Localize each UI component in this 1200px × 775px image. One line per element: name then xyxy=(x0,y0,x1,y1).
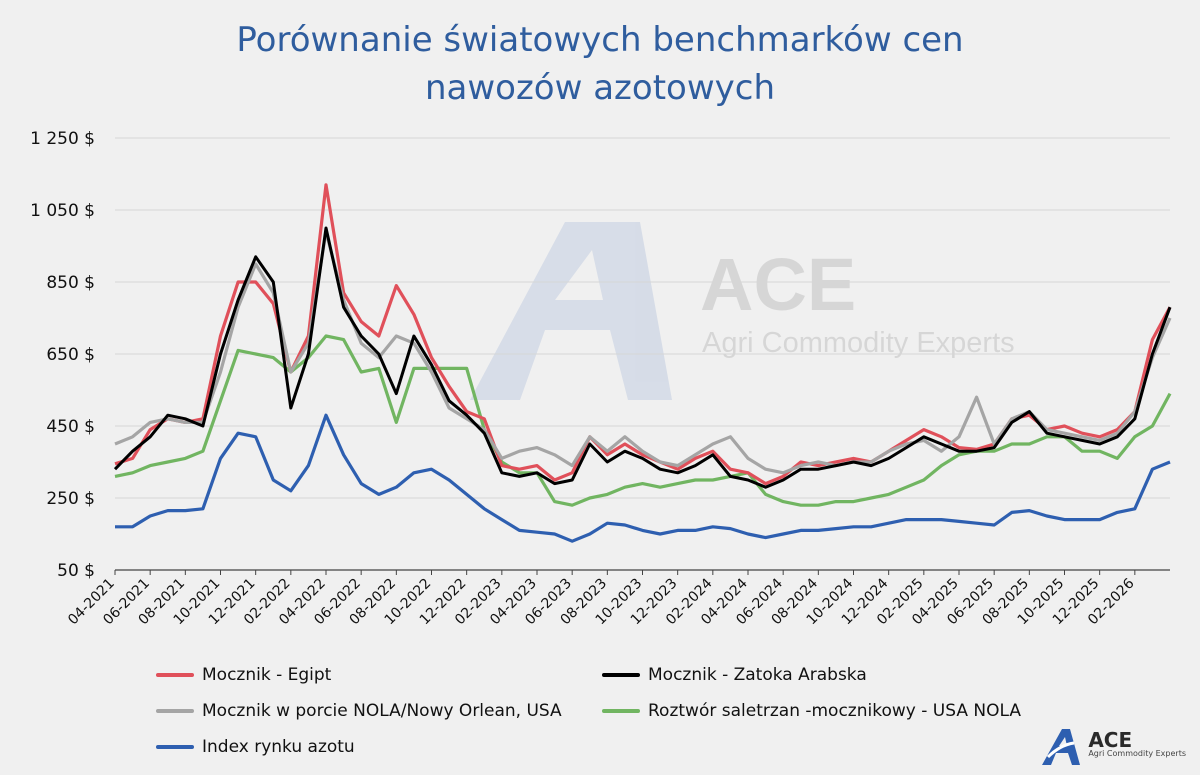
legend-item-uan: Roztwór saletrzan -mocznikowy - USA NOLA xyxy=(602,701,1021,721)
legend-item-nola: Mocznik w porcie NOLA/Nowy Orlean, USA xyxy=(156,701,562,721)
legend-label-nola: Mocznik w porcie NOLA/Nowy Orlean, USA xyxy=(202,701,562,721)
legend-item-egipt: Mocznik - Egipt xyxy=(156,665,331,685)
brand-subtitle: Agri Commodity Experts xyxy=(1088,749,1186,758)
brand-logo: ACE Agri Commodity Experts xyxy=(1040,727,1186,767)
legend-swatch-egipt xyxy=(156,673,194,677)
brand-name: ACE xyxy=(1088,728,1133,752)
series-line-nola xyxy=(114,230,1172,475)
legend-label-egipt: Mocznik - Egipt xyxy=(202,665,332,685)
plot-area: ACE Agri Commodity Experts 50 $ 250 $ 450 … xyxy=(30,129,1172,628)
legend-swatch-index xyxy=(156,745,194,749)
legend-item-zatoka: Mocznik - Zatoka Arabska xyxy=(602,665,867,685)
series-line-index xyxy=(115,413,1171,543)
watermark: ACE Agri Commodity Experts xyxy=(470,222,1015,400)
y-tick-label: 650 $ xyxy=(46,345,95,365)
y-tick-label: 450 $ xyxy=(46,417,95,437)
ace-logo-icon xyxy=(1042,729,1081,765)
y-tick-label: 1 250 $ xyxy=(30,129,95,149)
legend-label-uan: Roztwór saletrzan -mocznikowy - USA NOLA xyxy=(648,701,1021,721)
y-axis: 50 $ 250 $ 450 $ 650 $ 850 $ 1 050 $ 1 250 $ xyxy=(30,129,95,581)
legend-label-index: Index rynku azotu xyxy=(202,737,355,757)
y-tick-label: 850 $ xyxy=(46,273,95,293)
legend-item-index: Index rynku azotu xyxy=(156,737,355,757)
watermark-name: ACE xyxy=(700,243,856,326)
legend-swatch-nola xyxy=(156,709,194,713)
chart-title-line-1: Porównanie światowych benchmarków cen xyxy=(236,20,964,60)
y-tick-label: 50 $ xyxy=(57,561,95,581)
legend-label-zatoka: Mocznik - Zatoka Arabska xyxy=(648,665,867,685)
y-tick-label: 250 $ xyxy=(46,489,95,509)
legend-swatch-zatoka xyxy=(602,673,640,677)
gridlines xyxy=(115,137,1170,499)
series-line-zatoka xyxy=(113,226,1172,489)
series-lines xyxy=(113,183,1172,543)
legend-swatch-uan xyxy=(602,709,640,713)
watermark-logo-icon xyxy=(470,222,672,400)
chart-title-line-2: nawozów azotowych xyxy=(424,68,776,108)
y-tick-label: 1 050 $ xyxy=(30,201,95,221)
chart-title: Porównanie światowych benchmarków cen na… xyxy=(0,16,1200,112)
x-axis: 04-202106-202108-202110-202112-202102-20… xyxy=(65,570,1138,628)
